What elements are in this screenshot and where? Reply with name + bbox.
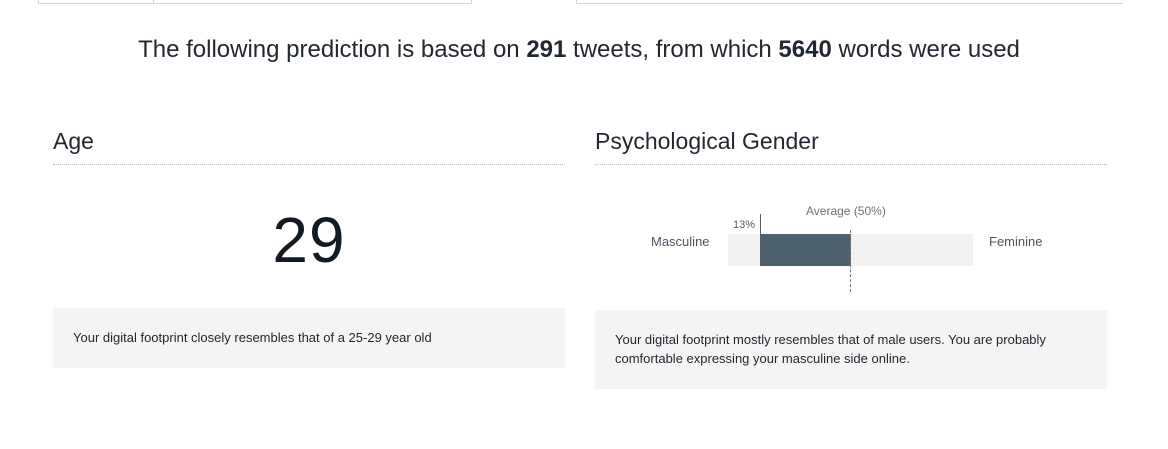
age-title: Age — [53, 120, 565, 165]
words-count: 5640 — [778, 36, 832, 63]
tab-fragment-2[interactable] — [153, 0, 472, 4]
summary-middle: tweets, from which — [566, 36, 779, 63]
age-value: 29 — [272, 204, 346, 276]
average-marker-line — [850, 230, 851, 292]
gender-score-label: 13% — [733, 219, 756, 231]
summary-prefix: The following prediction is based on — [138, 36, 527, 63]
gender-scale: Average (50%) 13% Masculine Feminine — [595, 200, 1107, 295]
age-panel: Age 29 Your digital footprint closely re… — [53, 120, 565, 368]
age-description-box: Your digital footprint closely resembles… — [53, 308, 565, 368]
average-label: Average (50%) — [806, 204, 886, 218]
gender-score-fill — [760, 234, 851, 266]
gender-score-marker — [760, 214, 761, 234]
feminine-label: Feminine — [989, 234, 1043, 249]
prediction-summary: The following prediction is based on 291… — [0, 36, 1158, 64]
top-tab-strip — [0, 0, 1168, 6]
masculine-label: Masculine — [651, 234, 710, 249]
tweets-count: 291 — [526, 36, 567, 63]
tab-fragment-3[interactable] — [576, 0, 1123, 4]
age-description: Your digital footprint closely resembles… — [73, 330, 432, 345]
gender-description: Your digital footprint mostly resembles … — [615, 332, 1046, 366]
gender-description-box: Your digital footprint mostly resembles … — [595, 310, 1107, 389]
summary-suffix: words were used — [831, 36, 1020, 63]
gender-panel: Psychological Gender Average (50%) 13% M… — [595, 120, 1107, 389]
tab-fragment-1[interactable] — [38, 0, 154, 4]
gender-title: Psychological Gender — [595, 120, 1107, 165]
